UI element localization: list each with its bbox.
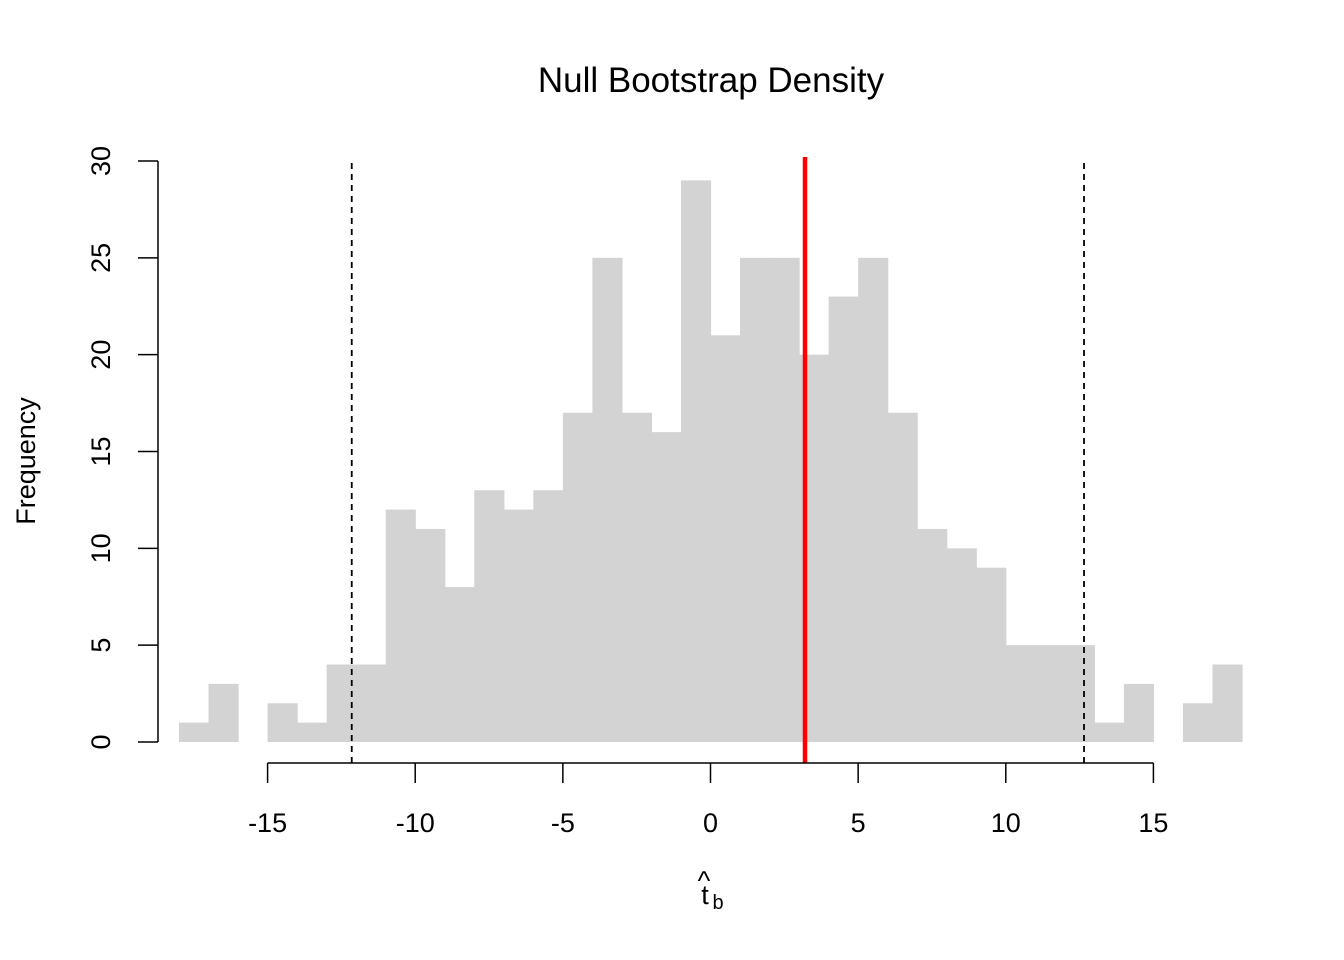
- x-tick-label: 15: [1138, 808, 1168, 838]
- histogram-bar: [858, 257, 889, 742]
- x-tick-label: -15: [248, 808, 287, 838]
- histogram-bar: [976, 567, 1007, 742]
- x-axis-label-main: t: [701, 880, 709, 910]
- histogram-bar: [356, 664, 387, 742]
- y-tick-label: 20: [86, 340, 116, 370]
- histogram-bar: [1182, 703, 1214, 742]
- histogram-bar: [1212, 664, 1243, 742]
- histogram-bar: [1035, 645, 1066, 742]
- histogram-bar: [1064, 645, 1095, 742]
- x-tick-label: 0: [703, 808, 718, 838]
- histogram-bar: [474, 490, 505, 742]
- y-axis: 0 5 10 15 20 25 30: [86, 146, 159, 750]
- y-tick-label: 0: [86, 734, 116, 749]
- reference-lines: [350, 157, 1085, 763]
- y-tick-label: 30: [86, 146, 116, 176]
- x-axis-label-subscript: b: [712, 892, 723, 914]
- histogram-bar: [267, 703, 298, 742]
- x-tick-label: -5: [551, 808, 575, 838]
- histogram-bar: [1005, 645, 1036, 742]
- histogram-bar: [1123, 683, 1155, 742]
- histogram-bar: [385, 509, 416, 742]
- histogram-bar: [710, 335, 741, 742]
- histogram-bar: [917, 528, 948, 742]
- x-axis-label-hat: ^: [698, 866, 711, 896]
- histogram-bar: [444, 587, 475, 742]
- histogram-bar: [179, 722, 210, 742]
- histogram-bar: [828, 296, 859, 742]
- histogram-bar: [415, 528, 446, 742]
- x-tick-label: 5: [851, 808, 866, 838]
- y-tick-label: 5: [86, 638, 116, 653]
- histogram-bar: [621, 412, 653, 742]
- x-axis-label: ^ t b: [698, 866, 724, 914]
- histogram-bar: [562, 412, 593, 742]
- histogram-bar: [887, 412, 918, 742]
- y-tick-label: 15: [86, 436, 116, 466]
- histogram-bar: [740, 257, 771, 742]
- histogram-bar: [208, 683, 239, 742]
- y-tick-label: 10: [86, 533, 116, 563]
- histogram-bar: [297, 722, 328, 742]
- chart-title: Null Bootstrap Density: [538, 61, 885, 100]
- histogram-bar: [1094, 722, 1125, 742]
- histogram-bar: [680, 180, 712, 742]
- histogram-bars: [179, 180, 1243, 742]
- histogram-bar: [651, 432, 682, 742]
- y-tick-label: 25: [86, 243, 116, 273]
- histogram-bar: [503, 509, 534, 742]
- x-tick-label: -10: [396, 808, 435, 838]
- x-tick-label: 10: [991, 808, 1021, 838]
- histogram-bar: [592, 257, 623, 742]
- histogram-bar: [533, 490, 564, 742]
- histogram-bar: [946, 548, 977, 742]
- histogram-bar: [769, 257, 800, 742]
- y-axis-label: Frequency: [11, 397, 41, 525]
- x-axis: -15 -10 -5 0 5 10 15: [248, 762, 1168, 838]
